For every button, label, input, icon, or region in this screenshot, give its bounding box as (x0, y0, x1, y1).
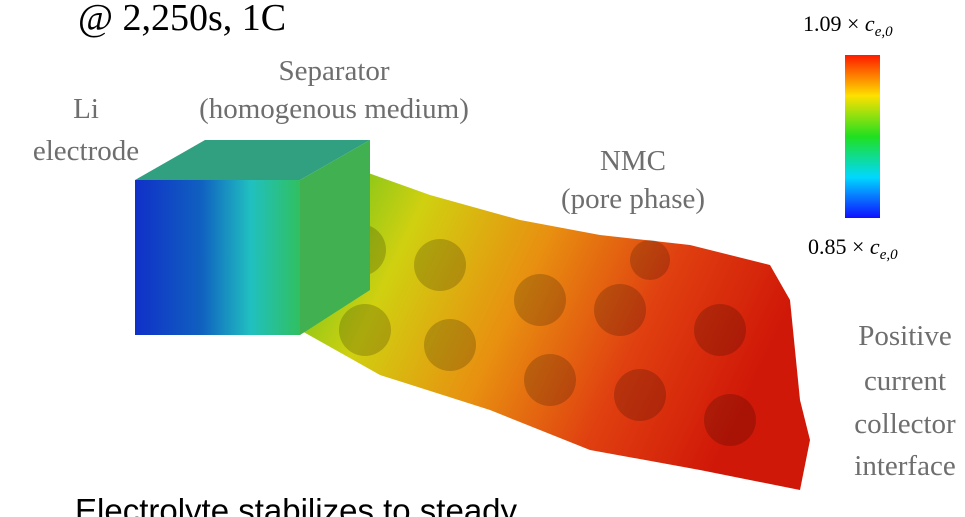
separator-label: (homogenous medium) (199, 93, 469, 125)
colorbar-max: 1.09 × ce,0 (803, 11, 893, 40)
collector-label: collector (854, 408, 956, 440)
subscript: e,0 (880, 247, 898, 263)
nmc-structure (300, 170, 810, 490)
nmc-label: NMC (600, 145, 666, 177)
coef: 0.85 × (808, 234, 864, 259)
li-label: Li (73, 93, 99, 125)
pores (334, 224, 756, 446)
colorbar (845, 55, 880, 218)
coef: 1.09 × (803, 11, 859, 36)
collector-label: interface (854, 450, 955, 482)
collector-label: current (864, 365, 946, 397)
separator-label: Separator (278, 55, 389, 87)
caption: Electrolyte stabilizes to steady (75, 492, 518, 517)
subscript: e,0 (875, 24, 893, 40)
symbol: c (870, 234, 880, 259)
colorbar-min: 0.85 × ce,0 (808, 234, 898, 263)
collector-label: Positive (858, 320, 951, 352)
li-label: electrode (33, 135, 139, 167)
box-top (135, 140, 370, 180)
box-side (300, 140, 370, 335)
nmc-label: (pore phase) (561, 183, 705, 215)
symbol: c (865, 11, 875, 36)
box-front (135, 180, 300, 335)
title: @ 2,250s, 1C (78, 0, 286, 39)
